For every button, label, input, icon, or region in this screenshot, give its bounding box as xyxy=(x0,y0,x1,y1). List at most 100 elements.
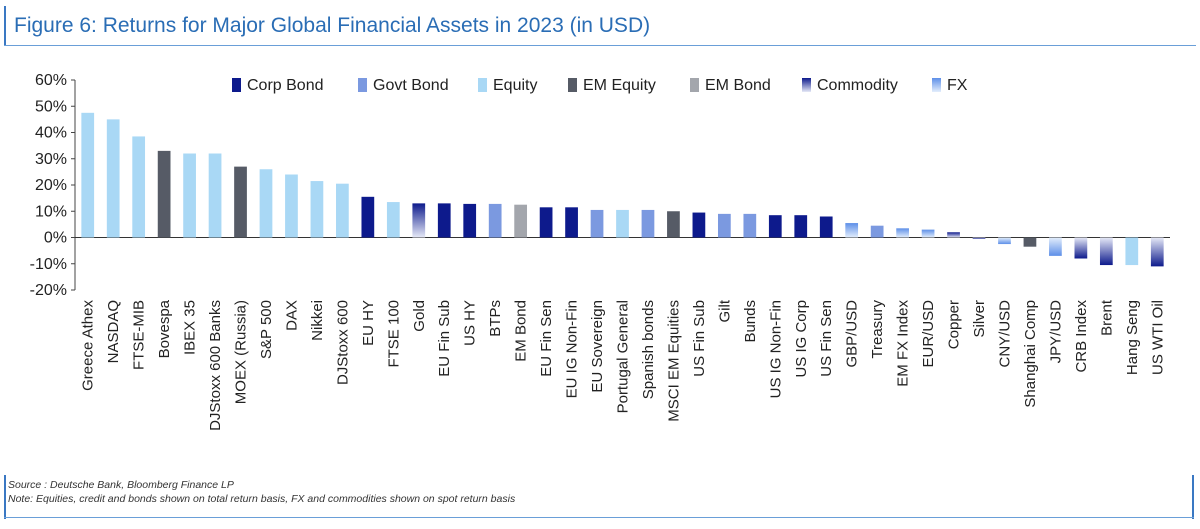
y-tick-label: -10% xyxy=(30,256,67,273)
footer-left-border xyxy=(4,475,6,519)
legend-label-equity: Equity xyxy=(493,77,537,94)
x-tick-label: Bunds xyxy=(742,300,759,343)
bar-shanghai-comp xyxy=(1023,237,1037,247)
title-divider xyxy=(4,45,1196,46)
y-tick-label: 30% xyxy=(35,151,67,168)
legend-swatch-equity xyxy=(478,78,487,92)
bars-group xyxy=(81,112,1164,267)
legend-label-corp-bond: Corp Bond xyxy=(247,77,324,94)
y-axis: 60% 50% 40% 30% 20% 10% 0% -10% -20% xyxy=(30,72,1170,299)
legend-label-em-bond: EM Bond xyxy=(705,77,771,94)
x-tick-label: US WTI Oil xyxy=(1149,300,1166,375)
x-tick-label: GBP/USD xyxy=(844,300,861,368)
y-tick-label: 50% xyxy=(35,98,67,115)
x-tick-label: DJStoxx 600 xyxy=(334,300,351,385)
returns-bar-chart: 60% 50% 40% 30% 20% 10% 0% -10% -20% Greece Athe… xyxy=(30,72,1170,431)
bar-ftse-mib xyxy=(132,136,146,238)
x-tick-label: MSCI EM Equities xyxy=(665,300,682,422)
bar-crb-index xyxy=(1074,237,1088,259)
x-tick-label: EU HY xyxy=(360,300,377,346)
x-tick-label: Nikkei xyxy=(309,300,326,341)
bar-djstoxx-600 xyxy=(336,183,349,238)
title-accent-bar xyxy=(4,6,6,46)
bar-btps xyxy=(488,203,502,238)
x-tick-label: DAX xyxy=(283,300,300,331)
bar-gilt xyxy=(717,213,731,238)
x-axis: Greece Athex NASDAQ FTSE-MIB Bovespa IBEX 35… xyxy=(80,299,1167,431)
x-tick-label: S&P 500 xyxy=(258,300,275,359)
bar-cny-usd xyxy=(998,237,1011,245)
x-tick-label: US IG Non-Fin xyxy=(767,300,784,398)
x-tick-label: MOEX (Russia) xyxy=(233,300,250,404)
bar-eu-ig-non-fin xyxy=(565,207,578,238)
x-tick-label: Copper xyxy=(946,300,963,349)
bar-copper xyxy=(947,232,960,238)
y-tick-label: 10% xyxy=(35,203,67,220)
legend-swatch-fx xyxy=(932,78,941,92)
bar-greece-athex xyxy=(81,112,95,238)
bar-em-fx-index xyxy=(896,228,909,238)
bar-eu-hy xyxy=(361,196,375,238)
x-tick-label: Bovespa xyxy=(156,299,173,358)
bar-jpy-usd xyxy=(1049,237,1062,256)
x-tick-label: Silver xyxy=(971,300,988,338)
bar-brent xyxy=(1099,237,1113,266)
x-tick-label: FTSE 100 xyxy=(385,300,402,368)
x-tick-label: JPY/USD xyxy=(1047,300,1064,364)
bar-hang-seng xyxy=(1125,237,1139,266)
x-tick-label: US HY xyxy=(462,300,479,346)
bar-treasury xyxy=(870,225,884,238)
legend-label-govt-bond: Govt Bond xyxy=(373,77,449,94)
x-tick-label: Gold xyxy=(411,300,428,332)
bar-bovespa xyxy=(157,150,171,238)
bar-nikkei xyxy=(310,181,324,238)
footer-right-border xyxy=(1192,475,1194,519)
x-tick-label: US Fin Sub xyxy=(691,300,708,377)
x-tick-label: Shanghai Comp xyxy=(1022,300,1039,408)
legend-swatch-govt-bond xyxy=(358,78,367,92)
methodology-note: Note: Equities, credit and bonds shown o… xyxy=(8,493,516,505)
x-tick-label: FTSE-MIB xyxy=(131,300,148,370)
y-tick-label: 0% xyxy=(44,230,67,247)
legend-label-commodity: Commodity xyxy=(817,77,898,94)
x-tick-label: EU Fin Sub xyxy=(436,300,453,377)
bar-msci-em-equities xyxy=(667,211,680,238)
y-tick-label: 40% xyxy=(35,125,67,142)
x-tick-label: DJStoxx 600 Banks xyxy=(207,300,224,431)
x-tick-label: EUR/USD xyxy=(920,300,937,368)
bar-us-fin-sub xyxy=(692,212,706,238)
bar-gold xyxy=(412,203,426,238)
legend-swatch-em-bond xyxy=(690,78,699,92)
x-tick-label: CRB Index xyxy=(1073,300,1090,373)
x-tick-label: EU Fin Sen xyxy=(538,300,555,377)
bar-us-fin-sen xyxy=(819,216,833,238)
bar-us-hy xyxy=(463,203,477,238)
x-tick-label: EU IG Non-Fin xyxy=(564,300,581,398)
x-tick-label: US IG Corp xyxy=(793,300,810,378)
bar-ftse-100 xyxy=(386,202,400,238)
bar-us-wti-oil xyxy=(1150,237,1164,267)
bar-bunds xyxy=(743,213,757,238)
bar-eu-sovereign xyxy=(590,209,604,238)
x-tick-label: EU Sovereign xyxy=(589,300,606,393)
bar-us-ig-corp xyxy=(794,215,808,238)
x-tick-label: Brent xyxy=(1098,299,1115,336)
y-tick-label: -20% xyxy=(30,282,67,299)
bar-dax xyxy=(285,174,298,238)
legend-swatch-em-equity xyxy=(568,78,577,92)
y-tick-label: 20% xyxy=(35,177,67,194)
bar-portugal-general xyxy=(616,209,629,238)
legend: Corp Bond Govt Bond Equity EM Equity EM Bond… xyxy=(232,77,968,94)
y-tick-label: 60% xyxy=(35,72,67,89)
bar-ibex-35 xyxy=(183,153,196,238)
bar-eur-usd xyxy=(921,229,935,238)
bar-djstoxx-600-banks xyxy=(208,153,222,238)
bar-eu-fin-sen xyxy=(539,207,553,238)
footer-divider xyxy=(4,517,1194,518)
x-tick-label: EM Bond xyxy=(513,300,530,362)
bar-gbp-usd xyxy=(845,223,859,238)
legend-label-em-equity: EM Equity xyxy=(583,77,656,94)
page-title: Figure 6: Returns for Major Global Finan… xyxy=(14,14,651,37)
source-note: Source : Deutsche Bank, Bloomberg Financ… xyxy=(8,479,234,491)
legend-label-fx: FX xyxy=(947,77,968,94)
